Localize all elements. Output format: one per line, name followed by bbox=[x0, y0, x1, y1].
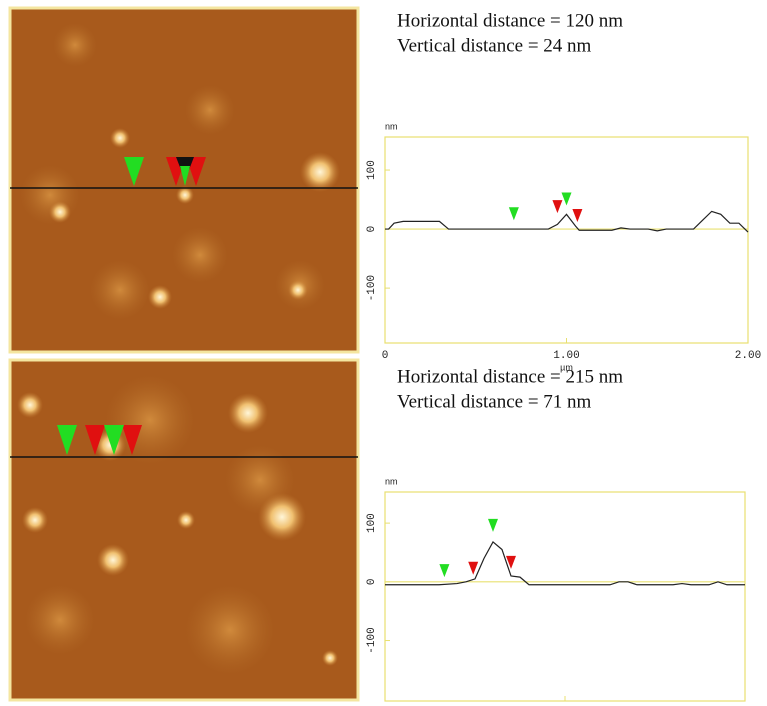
x-tick-label: 0 bbox=[382, 350, 389, 362]
cursor-marker bbox=[561, 192, 572, 206]
cursor-marker bbox=[468, 561, 479, 575]
y-tick-label: -100 bbox=[366, 627, 378, 653]
y-tick-label: 0 bbox=[366, 579, 378, 586]
y-axis-label: nm bbox=[385, 121, 398, 131]
y-tick-label: 100 bbox=[366, 513, 378, 533]
profile-line bbox=[385, 540, 745, 586]
y-tick-label: -100 bbox=[366, 275, 378, 301]
y-tick-label: 0 bbox=[366, 226, 378, 233]
profile-line bbox=[385, 210, 749, 233]
cursor-marker bbox=[439, 564, 450, 578]
annotation: Vertical distance = 24 nm bbox=[397, 35, 592, 56]
annotation: Vertical distance = 71 nm bbox=[397, 391, 592, 412]
x-tick-label: 1.00 bbox=[553, 350, 579, 362]
y-tick-label: 100 bbox=[366, 160, 378, 180]
y-axis-label: nm bbox=[385, 476, 398, 486]
plot-frame bbox=[384, 491, 746, 702]
afm-image bbox=[8, 358, 360, 702]
afm-image bbox=[8, 6, 360, 354]
annotation: Horizontal distance = 215 nm bbox=[397, 366, 623, 387]
x-axis-label: µm bbox=[560, 362, 573, 372]
cursor-marker bbox=[508, 207, 519, 221]
cursor-marker bbox=[506, 555, 516, 569]
plot-frame bbox=[384, 136, 749, 344]
cursor-marker bbox=[552, 200, 563, 214]
cursor-marker bbox=[488, 518, 498, 532]
x-tick-label: 2.00 bbox=[735, 350, 761, 362]
annotation: Horizontal distance = 120 nm bbox=[397, 10, 623, 31]
cursor-marker bbox=[572, 208, 583, 222]
